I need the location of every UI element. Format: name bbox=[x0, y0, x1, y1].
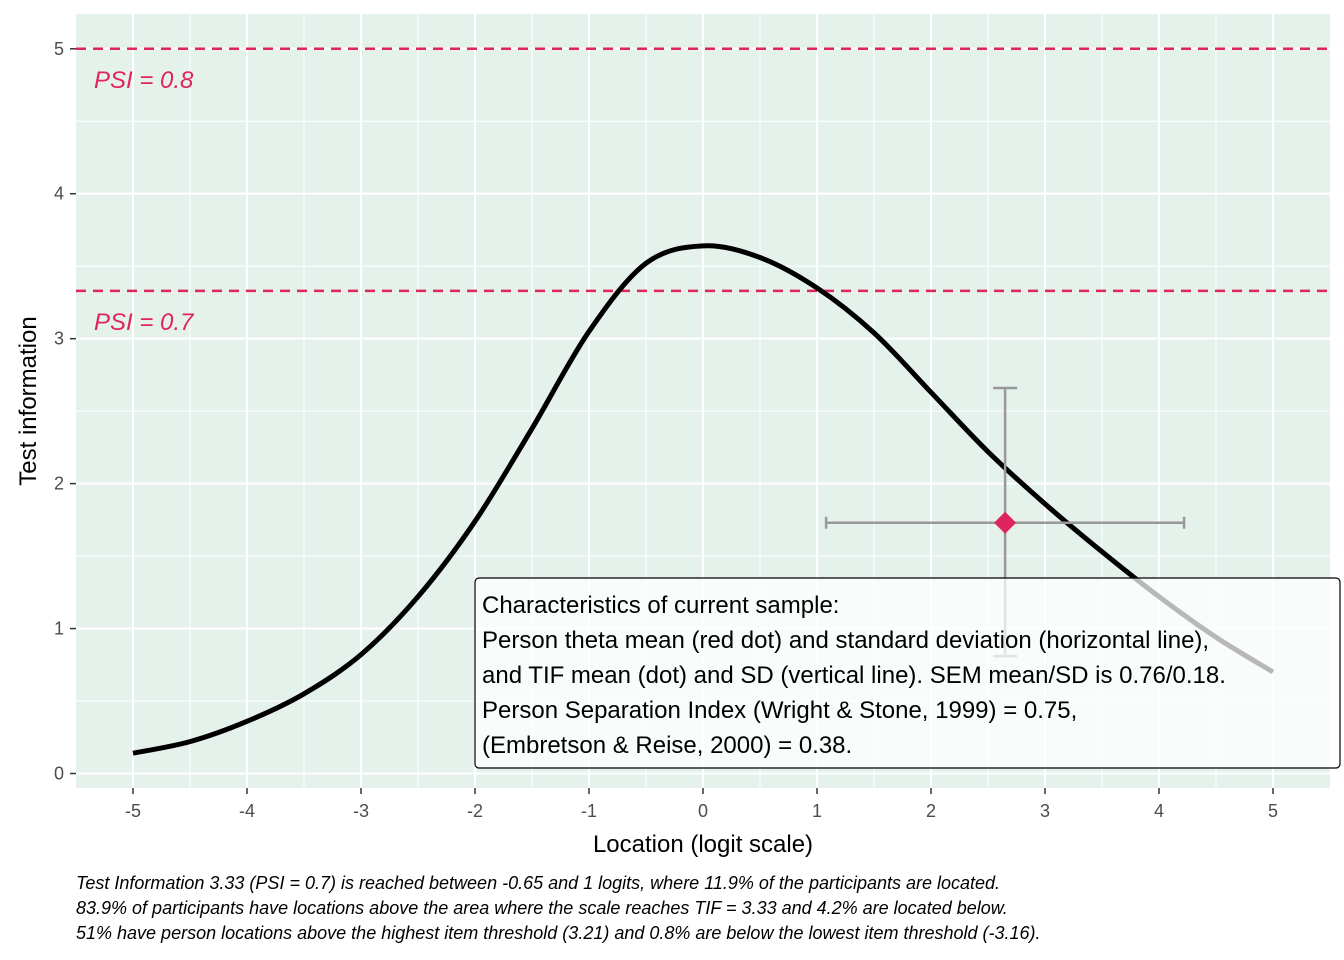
x-tick-label: 3 bbox=[1040, 801, 1050, 821]
psi-reference-label: PSI = 0.8 bbox=[94, 67, 194, 94]
caption-line: Test Information 3.33 (PSI = 0.7) is rea… bbox=[76, 873, 1001, 893]
y-axis-title: Test information bbox=[15, 316, 42, 485]
annotation-box: Characteristics of current sample: Person… bbox=[474, 577, 1341, 769]
x-axis: -5 -4 -3 -2 -1 0 1 2 3 4 5 bbox=[125, 788, 1278, 821]
annotation-line: Person theta mean (red dot) and standard… bbox=[482, 627, 1209, 654]
x-tick-label: -3 bbox=[353, 801, 369, 821]
x-tick-label: -4 bbox=[239, 801, 255, 821]
annotation-line: (Embretson & Reise, 2000) = 0.38. bbox=[482, 732, 852, 759]
reference-lines bbox=[76, 47, 1330, 293]
x-axis-title: Location (logit scale) bbox=[593, 831, 813, 858]
y-tick-label: 0 bbox=[54, 764, 64, 784]
caption-line: 51% have person locations above the high… bbox=[76, 923, 1041, 943]
psi-reference-label: PSI = 0.7 bbox=[94, 309, 195, 336]
y-tick-label: 5 bbox=[54, 39, 64, 59]
y-tick-label: 4 bbox=[54, 184, 64, 204]
caption-line: 83.9% of participants have locations abo… bbox=[76, 898, 1008, 918]
tif-curve-group bbox=[132, 243, 1275, 756]
annotation-line: Person Separation Index (Wright & Stone,… bbox=[482, 697, 1077, 724]
x-tick-label: -1 bbox=[581, 801, 597, 821]
tif-curve bbox=[132, 243, 1275, 756]
sample-mean-marker bbox=[994, 511, 1017, 534]
y-tick-label: 1 bbox=[54, 619, 64, 639]
y-tick-label: 3 bbox=[54, 329, 64, 349]
x-tick-label: 1 bbox=[812, 801, 822, 821]
y-tick-label: 2 bbox=[54, 474, 64, 494]
annotation-box-frame bbox=[474, 577, 1341, 769]
caption: Test Information 3.33 (PSI = 0.7) is rea… bbox=[76, 871, 1344, 946]
x-tick-label: 4 bbox=[1154, 801, 1164, 821]
x-tick-label: 5 bbox=[1268, 801, 1278, 821]
y-axis: 0 1 2 3 4 5 bbox=[54, 39, 76, 784]
annotation-line: Characteristics of current sample: bbox=[482, 592, 839, 619]
x-tick-label: -5 bbox=[125, 801, 141, 821]
reference-labels: PSI = 0.8 PSI = 0.7 bbox=[94, 67, 195, 336]
annotation-line: and TIF mean (dot) and SD (vertical line… bbox=[482, 662, 1226, 689]
x-tick-label: 2 bbox=[926, 801, 936, 821]
annotation-box-text: Characteristics of current sample: Person… bbox=[482, 592, 1226, 759]
x-tick-label: -2 bbox=[467, 801, 483, 821]
x-tick-label: 0 bbox=[698, 801, 708, 821]
